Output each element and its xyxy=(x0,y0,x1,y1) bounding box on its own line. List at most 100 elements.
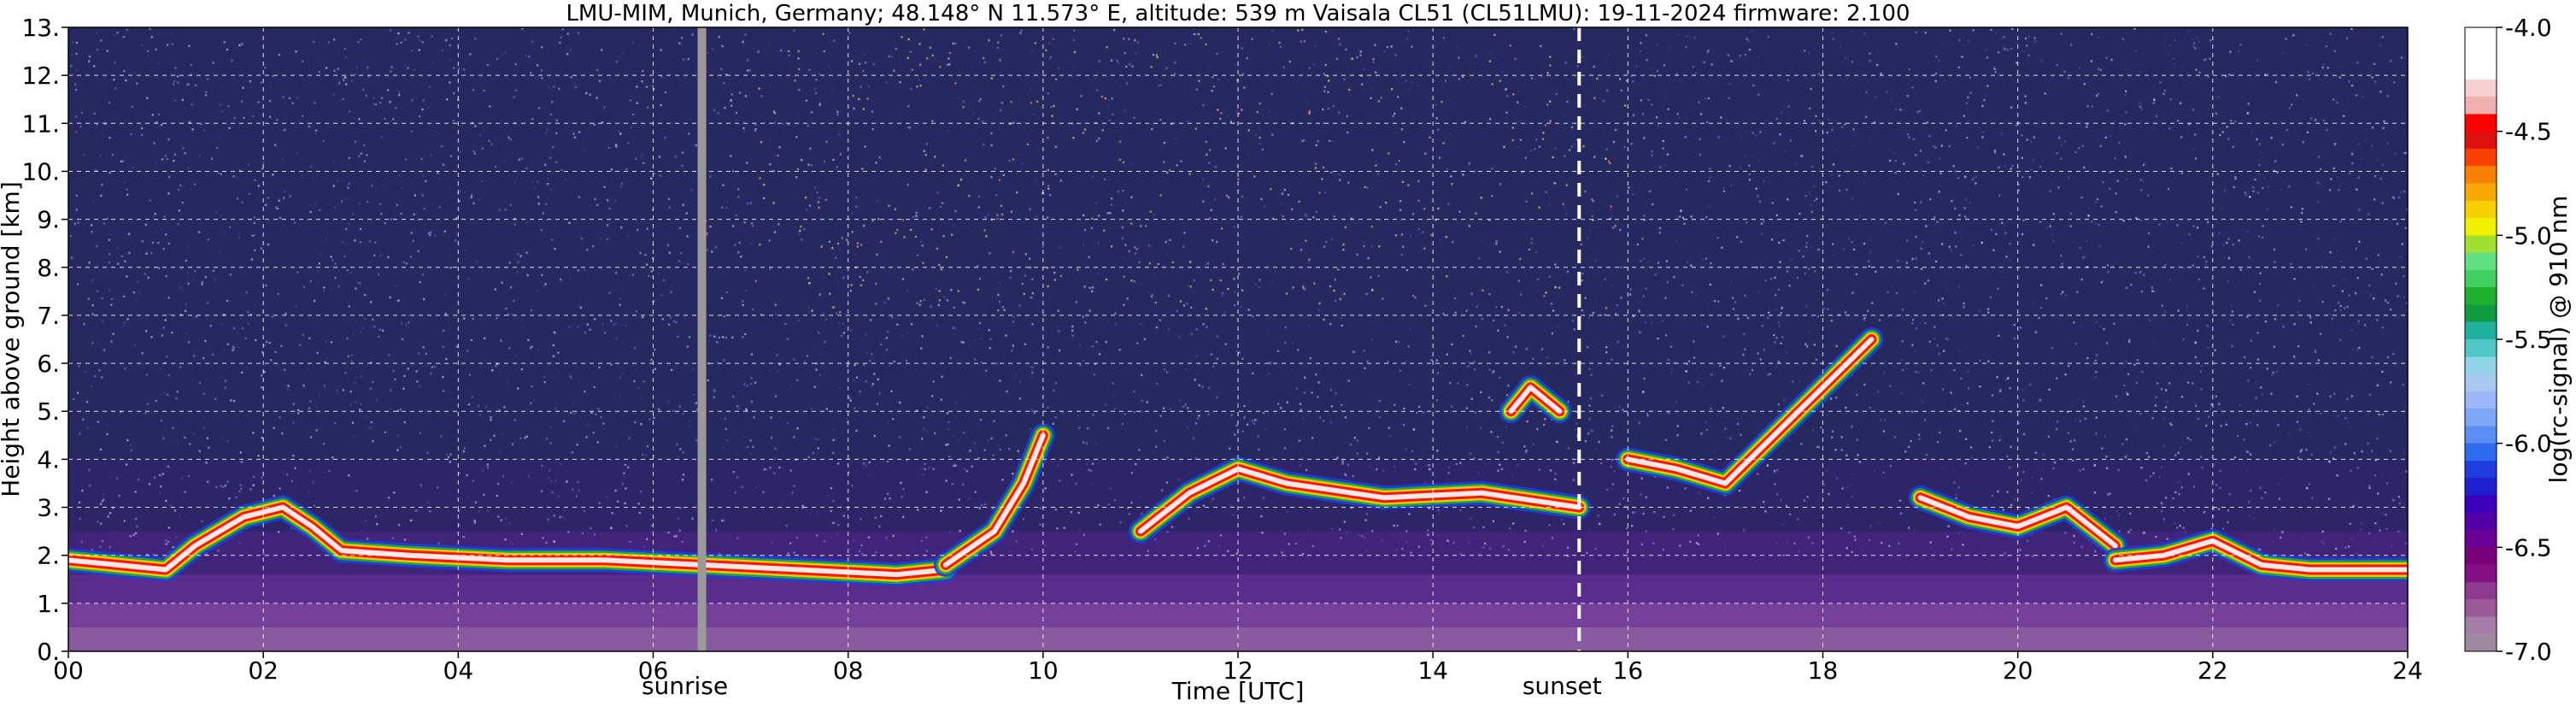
noise-dot xyxy=(1622,345,1624,348)
noise-dot xyxy=(2142,163,2145,166)
noise-dot xyxy=(140,126,144,130)
noise-dot xyxy=(274,350,277,354)
noise-dot xyxy=(1822,178,1824,180)
noise-dot xyxy=(1889,385,1892,387)
noise-dot xyxy=(1305,468,1308,472)
noise-dot xyxy=(2323,536,2327,538)
noise-dot xyxy=(1023,292,1025,296)
noise-dot xyxy=(974,491,977,494)
noise-dot xyxy=(1986,311,1990,314)
noise-dot xyxy=(1207,413,1210,416)
noise-dot xyxy=(220,173,222,175)
noise-dot xyxy=(273,144,277,146)
noise-dot xyxy=(137,280,139,284)
noise-dot xyxy=(1709,283,1712,286)
noise-dot xyxy=(1259,128,1261,132)
noise-dot xyxy=(1000,109,1002,112)
noise-dot xyxy=(2104,136,2107,139)
noise-dot xyxy=(287,385,290,387)
noise-dot xyxy=(922,467,924,470)
noise-dot xyxy=(2136,359,2139,362)
noise-dot xyxy=(2286,128,2288,131)
noise-dot xyxy=(1939,172,1942,174)
noise-dot xyxy=(1959,254,1963,256)
noise-dot xyxy=(2374,80,2377,83)
noise-dot xyxy=(815,368,818,371)
noise-dot xyxy=(2203,58,2206,62)
noise-dot xyxy=(1581,273,1584,275)
noise-dot xyxy=(401,186,403,190)
noise-dot xyxy=(1475,325,1477,328)
noise-dot xyxy=(1085,442,1088,445)
noise-dot xyxy=(915,409,918,412)
noise-dot xyxy=(1552,156,1554,159)
noise-dot xyxy=(2174,63,2176,66)
noise-dot xyxy=(1095,139,1099,142)
noise-dot xyxy=(1478,257,1481,260)
noise-dot xyxy=(1216,396,1218,399)
noise-dot xyxy=(1163,439,1166,443)
noise-dot xyxy=(2083,166,2086,169)
noise-dot xyxy=(2024,95,2027,97)
noise-dot xyxy=(1705,215,1708,219)
noise-dot xyxy=(1008,159,1011,162)
noise-dot xyxy=(1851,61,1854,63)
noise-dot xyxy=(1097,241,1100,244)
noise-dot xyxy=(368,427,371,429)
noise-dot xyxy=(1668,46,1671,50)
noise-dot xyxy=(1237,170,1240,173)
noise-dot xyxy=(2271,374,2274,377)
noise-dot xyxy=(2133,27,2136,30)
noise-dot xyxy=(905,359,908,362)
noise-dot xyxy=(2254,315,2257,319)
noise-dot xyxy=(1544,124,1547,126)
noise-dot xyxy=(773,457,777,460)
noise-dot xyxy=(1380,539,1383,542)
noise-dot xyxy=(1112,28,1116,32)
noise-dot xyxy=(1869,525,1872,528)
noise-dot xyxy=(1779,261,1781,263)
noise-dot xyxy=(162,437,165,440)
noise-dot xyxy=(1342,249,1345,251)
noise-dot xyxy=(232,349,234,351)
noise-dot xyxy=(1033,412,1036,415)
noise-dot xyxy=(2356,348,2359,351)
noise-dot xyxy=(1722,366,1726,369)
noise-dot xyxy=(745,289,748,292)
noise-dot xyxy=(1774,341,1776,344)
noise-dot xyxy=(1916,110,1919,114)
noise-dot xyxy=(2064,532,2067,534)
noise-dot xyxy=(2057,137,2061,139)
noise-dot xyxy=(1241,430,1245,432)
noise-dot xyxy=(1979,551,1981,555)
noise-dot xyxy=(859,406,862,409)
noise-dot xyxy=(796,379,799,382)
noise-dot xyxy=(1743,529,1746,532)
noise-dot xyxy=(636,102,638,104)
noise-dot xyxy=(1407,88,1410,91)
noise-dot xyxy=(493,434,496,437)
noise-dot xyxy=(140,44,144,47)
noise-dot xyxy=(1140,512,1143,515)
noise-dot xyxy=(1817,446,1821,449)
noise-dot xyxy=(1911,344,1914,346)
noise-dot xyxy=(2033,243,2035,245)
noise-dot xyxy=(1227,196,1230,199)
noise-dot xyxy=(2182,509,2186,512)
noise-dot xyxy=(2067,432,2070,434)
noise-dot xyxy=(1482,289,1484,292)
noise-dot xyxy=(997,41,1000,44)
noise-dot xyxy=(1094,362,1097,366)
noise-dot xyxy=(836,312,838,315)
noise-dot xyxy=(109,171,111,174)
noise-dot xyxy=(2080,325,2082,328)
noise-dot xyxy=(1176,164,1178,167)
noise-dot xyxy=(390,389,392,391)
noise-dot xyxy=(945,256,948,259)
noise-dot xyxy=(860,544,863,547)
noise-dot xyxy=(1401,180,1405,183)
noise-dot xyxy=(1728,83,1731,85)
noise-dot xyxy=(798,232,801,236)
noise-dot xyxy=(2377,158,2379,162)
noise-dot xyxy=(2063,140,2067,143)
